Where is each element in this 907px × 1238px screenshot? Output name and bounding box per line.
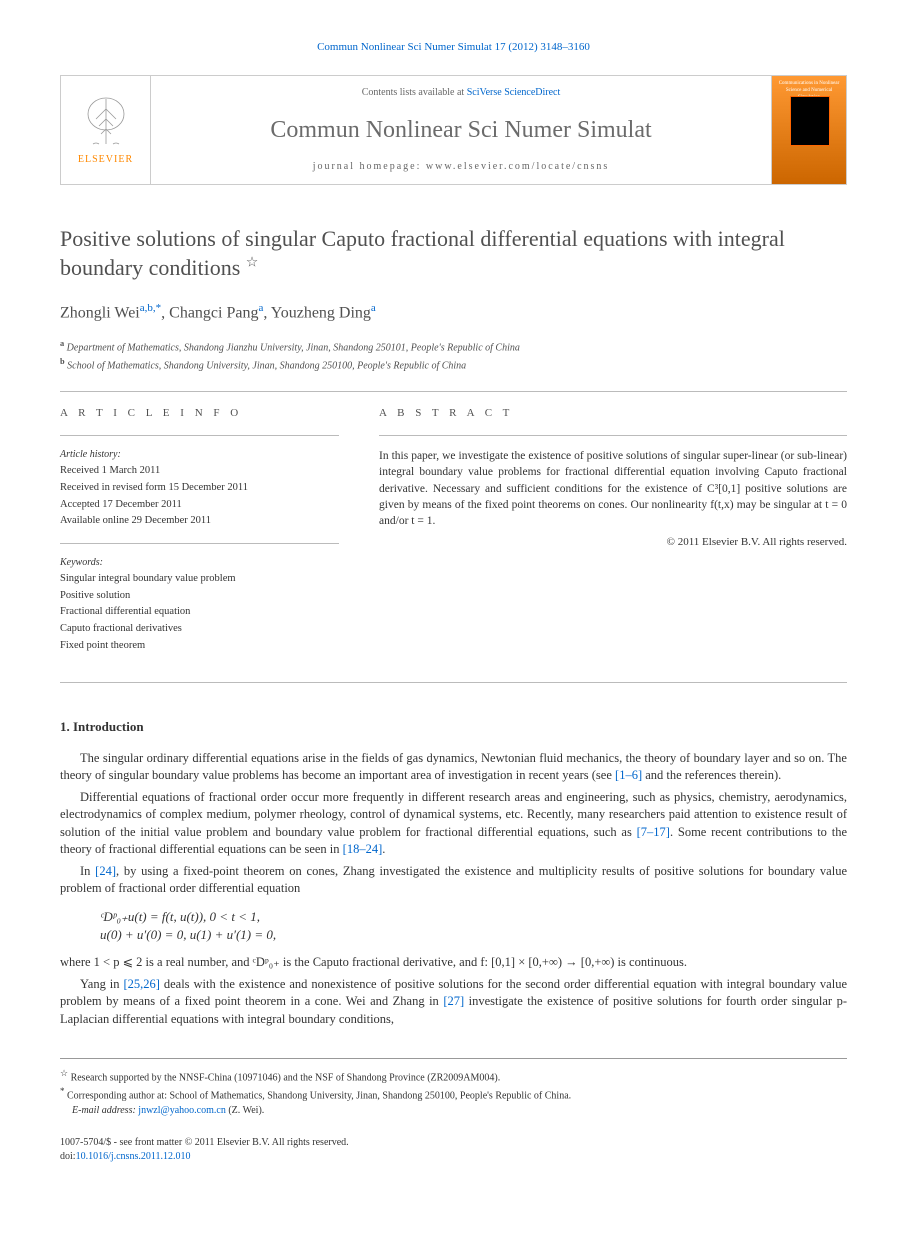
info-divider-2 bbox=[60, 543, 339, 544]
article-title: Positive solutions of singular Caputo fr… bbox=[60, 225, 847, 282]
journal-homepage: journal homepage: www.elsevier.com/locat… bbox=[313, 160, 610, 174]
keywords-block: Keywords: Singular integral boundary val… bbox=[60, 556, 339, 653]
footnote-email: E-mail address: jnwzl@yahoo.com.cn (Z. W… bbox=[72, 1104, 847, 1118]
info-divider-1 bbox=[60, 435, 339, 436]
ref-27[interactable]: [27] bbox=[443, 994, 464, 1008]
title-text: Positive solutions of singular Caputo fr… bbox=[60, 226, 785, 280]
affil-text-a: Department of Mathematics, Shandong Jian… bbox=[67, 343, 520, 354]
elsevier-label: ELSEVIER bbox=[78, 153, 133, 167]
article-info-column: A R T I C L E I N F O Article history: R… bbox=[60, 392, 359, 682]
history-online: Available online 29 December 2011 bbox=[60, 514, 339, 529]
author-1[interactable]: Zhongli Wei bbox=[60, 304, 140, 321]
ref-25-26[interactable]: [25,26] bbox=[123, 977, 159, 991]
authors-line: Zhongli Weia,b,*, Changci Panga, Youzhen… bbox=[60, 301, 847, 325]
history-revised: Received in revised form 15 December 201… bbox=[60, 481, 339, 496]
keyword-1: Singular integral boundary value problem bbox=[60, 572, 339, 587]
abstract-column: A B S T R A C T In this paper, we invest… bbox=[359, 392, 847, 682]
history-label: Article history: bbox=[60, 448, 339, 462]
abstract-text: In this paper, we investigate the existe… bbox=[379, 448, 847, 528]
journal-name: Commun Nonlinear Sci Numer Simulat bbox=[270, 114, 651, 148]
bottom-meta-block: 1007-5704/$ - see front matter © 2011 El… bbox=[60, 1136, 847, 1164]
elsevier-logo: ELSEVIER bbox=[61, 76, 151, 184]
journal-cover-thumbnail: Communications in Nonlinear Science and … bbox=[771, 76, 846, 184]
equation-block: ᶜDᵖ₀₊u(t) = f(t, u(t)), 0 < t < 1, u(0) … bbox=[100, 908, 847, 944]
footnote-funding-text: Research supported by the NNSF-China (10… bbox=[71, 1072, 501, 1083]
keyword-5: Fixed point theorem bbox=[60, 639, 339, 654]
intro-para-3: In [24], by using a fixed-point theorem … bbox=[60, 863, 847, 898]
intro-para-2: Differential equations of fractional ord… bbox=[60, 789, 847, 859]
author-3-affil: a bbox=[371, 302, 376, 314]
cover-image-box bbox=[790, 96, 830, 146]
keyword-3: Fractional differential equation bbox=[60, 605, 339, 620]
author-2[interactable]: Changci Pang bbox=[169, 304, 258, 321]
abstract-copyright: © 2011 Elsevier B.V. All rights reserved… bbox=[379, 535, 847, 550]
affiliation-b: b School of Mathematics, Shandong Univer… bbox=[60, 356, 847, 373]
ref-7-17[interactable]: [7–17] bbox=[637, 825, 670, 839]
para3-text-b: , by using a fixed-point theorem on cone… bbox=[60, 864, 847, 896]
para5-text-a: Yang in bbox=[80, 977, 123, 991]
contents-prefix: Contents lists available at bbox=[362, 87, 467, 98]
article-info-heading: A R T I C L E I N F O bbox=[60, 406, 339, 421]
footnotes-block: ☆ Research supported by the NNSF-China (… bbox=[60, 1058, 847, 1118]
intro-para-5: Yang in [25,26] deals with the existence… bbox=[60, 976, 847, 1029]
doi-link[interactable]: 10.1016/j.cnsns.2011.12.010 bbox=[76, 1151, 191, 1162]
intro-para-1: The singular ordinary differential equat… bbox=[60, 750, 847, 785]
author-sep-1: , bbox=[161, 304, 169, 321]
author-sep-2: , bbox=[263, 304, 270, 321]
history-accepted: Accepted 17 December 2011 bbox=[60, 498, 339, 513]
para1-text-b: and the references therein). bbox=[642, 768, 781, 782]
sciencedirect-link[interactable]: SciVerse ScienceDirect bbox=[467, 87, 561, 98]
doi-label: doi: bbox=[60, 1151, 76, 1162]
doi-line: doi:10.1016/j.cnsns.2011.12.010 bbox=[60, 1150, 847, 1164]
history-received: Received 1 March 2011 bbox=[60, 464, 339, 479]
elsevier-tree-icon bbox=[81, 94, 131, 149]
para3-text-a: In bbox=[80, 864, 95, 878]
affil-marker-a: a bbox=[60, 339, 64, 348]
keyword-4: Caputo fractional derivatives bbox=[60, 622, 339, 637]
contents-available-line: Contents lists available at SciVerse Sci… bbox=[362, 86, 561, 100]
footnote-funding: ☆ Research supported by the NNSF-China (… bbox=[60, 1067, 847, 1085]
ref-18-24[interactable]: [18–24] bbox=[343, 842, 383, 856]
footnote-corr-marker: * bbox=[60, 1086, 65, 1096]
equation-line-1: ᶜDᵖ₀₊u(t) = f(t, u(t)), 0 < t < 1, bbox=[100, 908, 847, 926]
para2-text-c: . bbox=[382, 842, 385, 856]
footnote-corresponding: * Corresponding author at: School of Mat… bbox=[60, 1085, 847, 1103]
affiliation-a: a Department of Mathematics, Shandong Ji… bbox=[60, 338, 847, 355]
footnote-corr-text: Corresponding author at: School of Mathe… bbox=[67, 1091, 571, 1102]
abstract-heading: A B S T R A C T bbox=[379, 406, 847, 421]
affiliations-block: a Department of Mathematics, Shandong Ji… bbox=[60, 338, 847, 373]
keywords-label: Keywords: bbox=[60, 556, 339, 570]
affil-text-b: School of Mathematics, Shandong Universi… bbox=[67, 360, 466, 371]
issn-copyright-line: 1007-5704/$ - see front matter © 2011 El… bbox=[60, 1136, 847, 1150]
abstract-divider bbox=[379, 435, 847, 436]
journal-masthead: ELSEVIER Contents lists available at Sci… bbox=[60, 75, 847, 185]
author-1-affil: a,b, bbox=[140, 302, 156, 314]
intro-para-4: where 1 < p ⩽ 2 is a real number, and ᶜD… bbox=[60, 954, 847, 972]
author-3[interactable]: Youzheng Ding bbox=[271, 304, 371, 321]
article-history-block: Article history: Received 1 March 2011 R… bbox=[60, 448, 339, 529]
ref-1-6[interactable]: [1–6] bbox=[615, 768, 642, 782]
header-citation: Commun Nonlinear Sci Numer Simulat 17 (2… bbox=[60, 40, 847, 55]
email-suffix: (Z. Wei). bbox=[226, 1105, 264, 1116]
section-1-heading: 1. Introduction bbox=[60, 718, 847, 736]
equation-line-2: u(0) + u′(0) = 0, u(1) + u′(1) = 0, bbox=[100, 926, 847, 944]
title-footnote-marker: ☆ bbox=[246, 256, 259, 271]
footnote-star-marker: ☆ bbox=[60, 1068, 68, 1078]
keyword-2: Positive solution bbox=[60, 589, 339, 604]
email-link[interactable]: jnwzl@yahoo.com.cn bbox=[138, 1105, 226, 1116]
affil-marker-b: b bbox=[60, 357, 65, 366]
masthead-center: Contents lists available at SciVerse Sci… bbox=[151, 76, 771, 184]
ref-24[interactable]: [24] bbox=[95, 864, 116, 878]
email-label: E-mail address: bbox=[72, 1105, 138, 1116]
info-abstract-row: A R T I C L E I N F O Article history: R… bbox=[60, 391, 847, 683]
